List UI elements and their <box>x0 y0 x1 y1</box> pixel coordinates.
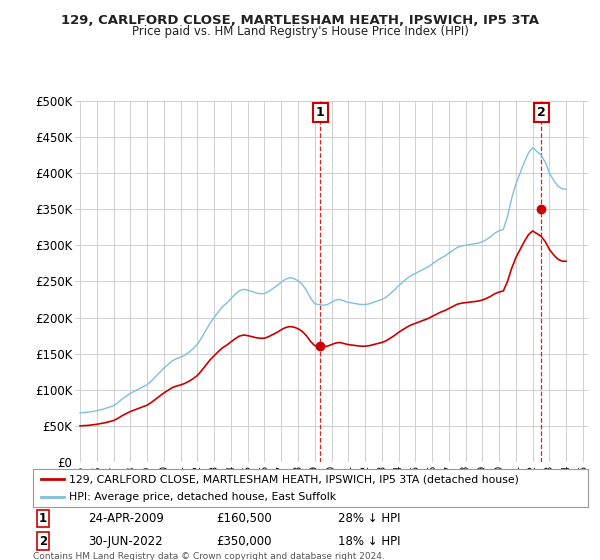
Text: HPI: Average price, detached house, East Suffolk: HPI: Average price, detached house, East… <box>69 492 336 502</box>
Text: 24-APR-2009: 24-APR-2009 <box>89 512 164 525</box>
Text: £160,500: £160,500 <box>216 512 272 525</box>
Text: 18% ↓ HPI: 18% ↓ HPI <box>338 535 401 548</box>
Text: 1: 1 <box>39 512 47 525</box>
Text: 2: 2 <box>39 535 47 548</box>
Text: £350,000: £350,000 <box>216 535 272 548</box>
Text: 129, CARLFORD CLOSE, MARTLESHAM HEATH, IPSWICH, IP5 3TA (detached house): 129, CARLFORD CLOSE, MARTLESHAM HEATH, I… <box>69 474 519 484</box>
Text: 1: 1 <box>316 106 325 119</box>
Text: 129, CARLFORD CLOSE, MARTLESHAM HEATH, IPSWICH, IP5 3TA: 129, CARLFORD CLOSE, MARTLESHAM HEATH, I… <box>61 14 539 27</box>
Text: Price paid vs. HM Land Registry's House Price Index (HPI): Price paid vs. HM Land Registry's House … <box>131 25 469 38</box>
Text: 30-JUN-2022: 30-JUN-2022 <box>89 535 163 548</box>
Text: Contains HM Land Registry data © Crown copyright and database right 2024.
This d: Contains HM Land Registry data © Crown c… <box>33 552 385 560</box>
Text: 2: 2 <box>536 106 545 119</box>
Text: 28% ↓ HPI: 28% ↓ HPI <box>338 512 401 525</box>
